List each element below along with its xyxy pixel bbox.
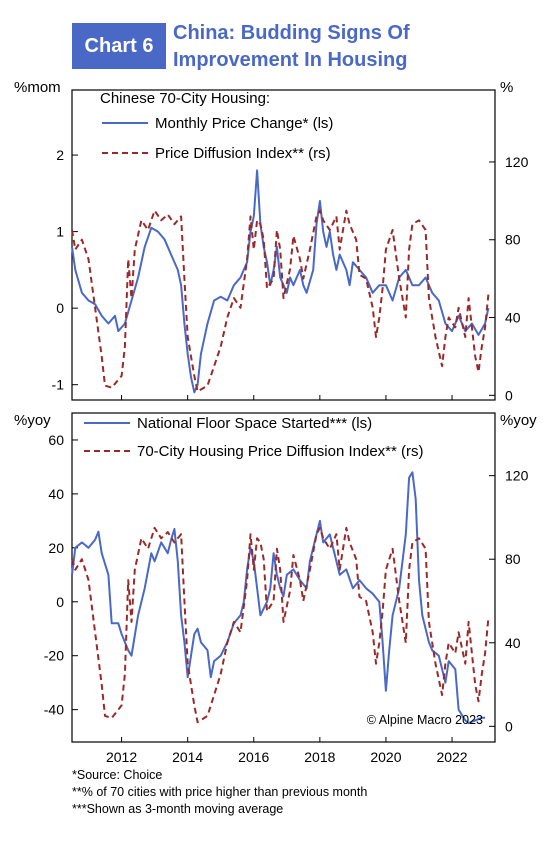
chart-title-line-2: Improvement In Housing (173, 49, 408, 71)
top-right-tick-label: 40 (505, 310, 521, 326)
top-left-tick-label: 1 (56, 224, 64, 240)
bottom-x-tick-label: 2016 (238, 749, 269, 765)
chart-number-badge: Chart 6 (72, 23, 166, 69)
bottom-series-main-line (71, 471, 486, 725)
bottom-right-tick-label: 0 (505, 718, 513, 734)
bottom-legend-label: National Floor Space Started*** (ls) (137, 415, 372, 432)
bottom-left-tick-label: 20 (48, 540, 64, 556)
bottom-left-tick-label: -20 (44, 648, 64, 664)
bottom-legend-label: 70-City Housing Price Diffusion Index** … (137, 443, 424, 460)
bottom-x-tick-label: 2020 (370, 749, 401, 765)
chart-title: China: Budding Signs Of Improvement In H… (173, 20, 503, 74)
bottom-left-unit: %yoy (14, 412, 51, 429)
credit-text: © Alpine Macro 2023 (367, 713, 483, 727)
top-left-unit: %mom (14, 79, 61, 96)
top-right-tick-label: 120 (505, 154, 529, 170)
bottom-right-tick-label: 120 (505, 468, 529, 484)
top-series-diffusion-line (71, 209, 490, 393)
bottom-x-tick-label: 2012 (106, 749, 137, 765)
bottom-left-tick-label: -40 (44, 702, 64, 718)
bottom-x-tick-label: 2022 (436, 749, 467, 765)
bottom-x-tick-label: 2014 (172, 749, 203, 765)
chart-title-line-1: China: Budding Signs Of (173, 22, 410, 44)
footnotes: *Source: Choice **% of 70 cities with pr… (72, 767, 532, 818)
bottom-right-unit: %yoy (500, 412, 537, 429)
top-right-unit: % (500, 79, 513, 96)
footnote-moving-average: ***Shown as 3-month moving average (72, 802, 284, 816)
footnote-source: *Source: Choice (72, 768, 163, 782)
bottom-left-tick-label: 0 (56, 594, 64, 610)
top-legend-label: Monthly Price Change* (ls) (155, 115, 333, 132)
top-series-main-line (71, 169, 490, 394)
top-left-tick-label: -1 (52, 377, 65, 393)
top-left-tick-label: 0 (56, 300, 64, 316)
top-legend-title: Chinese 70-City Housing: (100, 90, 270, 107)
chart-header: Chart 6 China: Budding Signs Of Improvem… (0, 0, 549, 90)
top-right-tick-label: 0 (505, 387, 513, 403)
top-left-tick-label: 2 (56, 147, 64, 163)
bottom-series-diffusion-line (71, 526, 490, 724)
top-right-tick-label: 80 (505, 232, 521, 248)
bottom-left-tick-label: 60 (48, 432, 64, 448)
top-legend-label: Price Diffusion Index** (rs) (155, 145, 331, 162)
footnote-diffusion: **% of 70 cities with price higher than … (72, 785, 368, 799)
top-plot-frame (71, 89, 496, 401)
bottom-right-tick-label: 80 (505, 551, 521, 567)
bottom-x-tick-label: 2018 (304, 749, 335, 765)
bottom-plot-frame (71, 412, 496, 743)
bottom-left-tick-label: 40 (48, 486, 64, 502)
bottom-right-tick-label: 40 (505, 635, 521, 651)
